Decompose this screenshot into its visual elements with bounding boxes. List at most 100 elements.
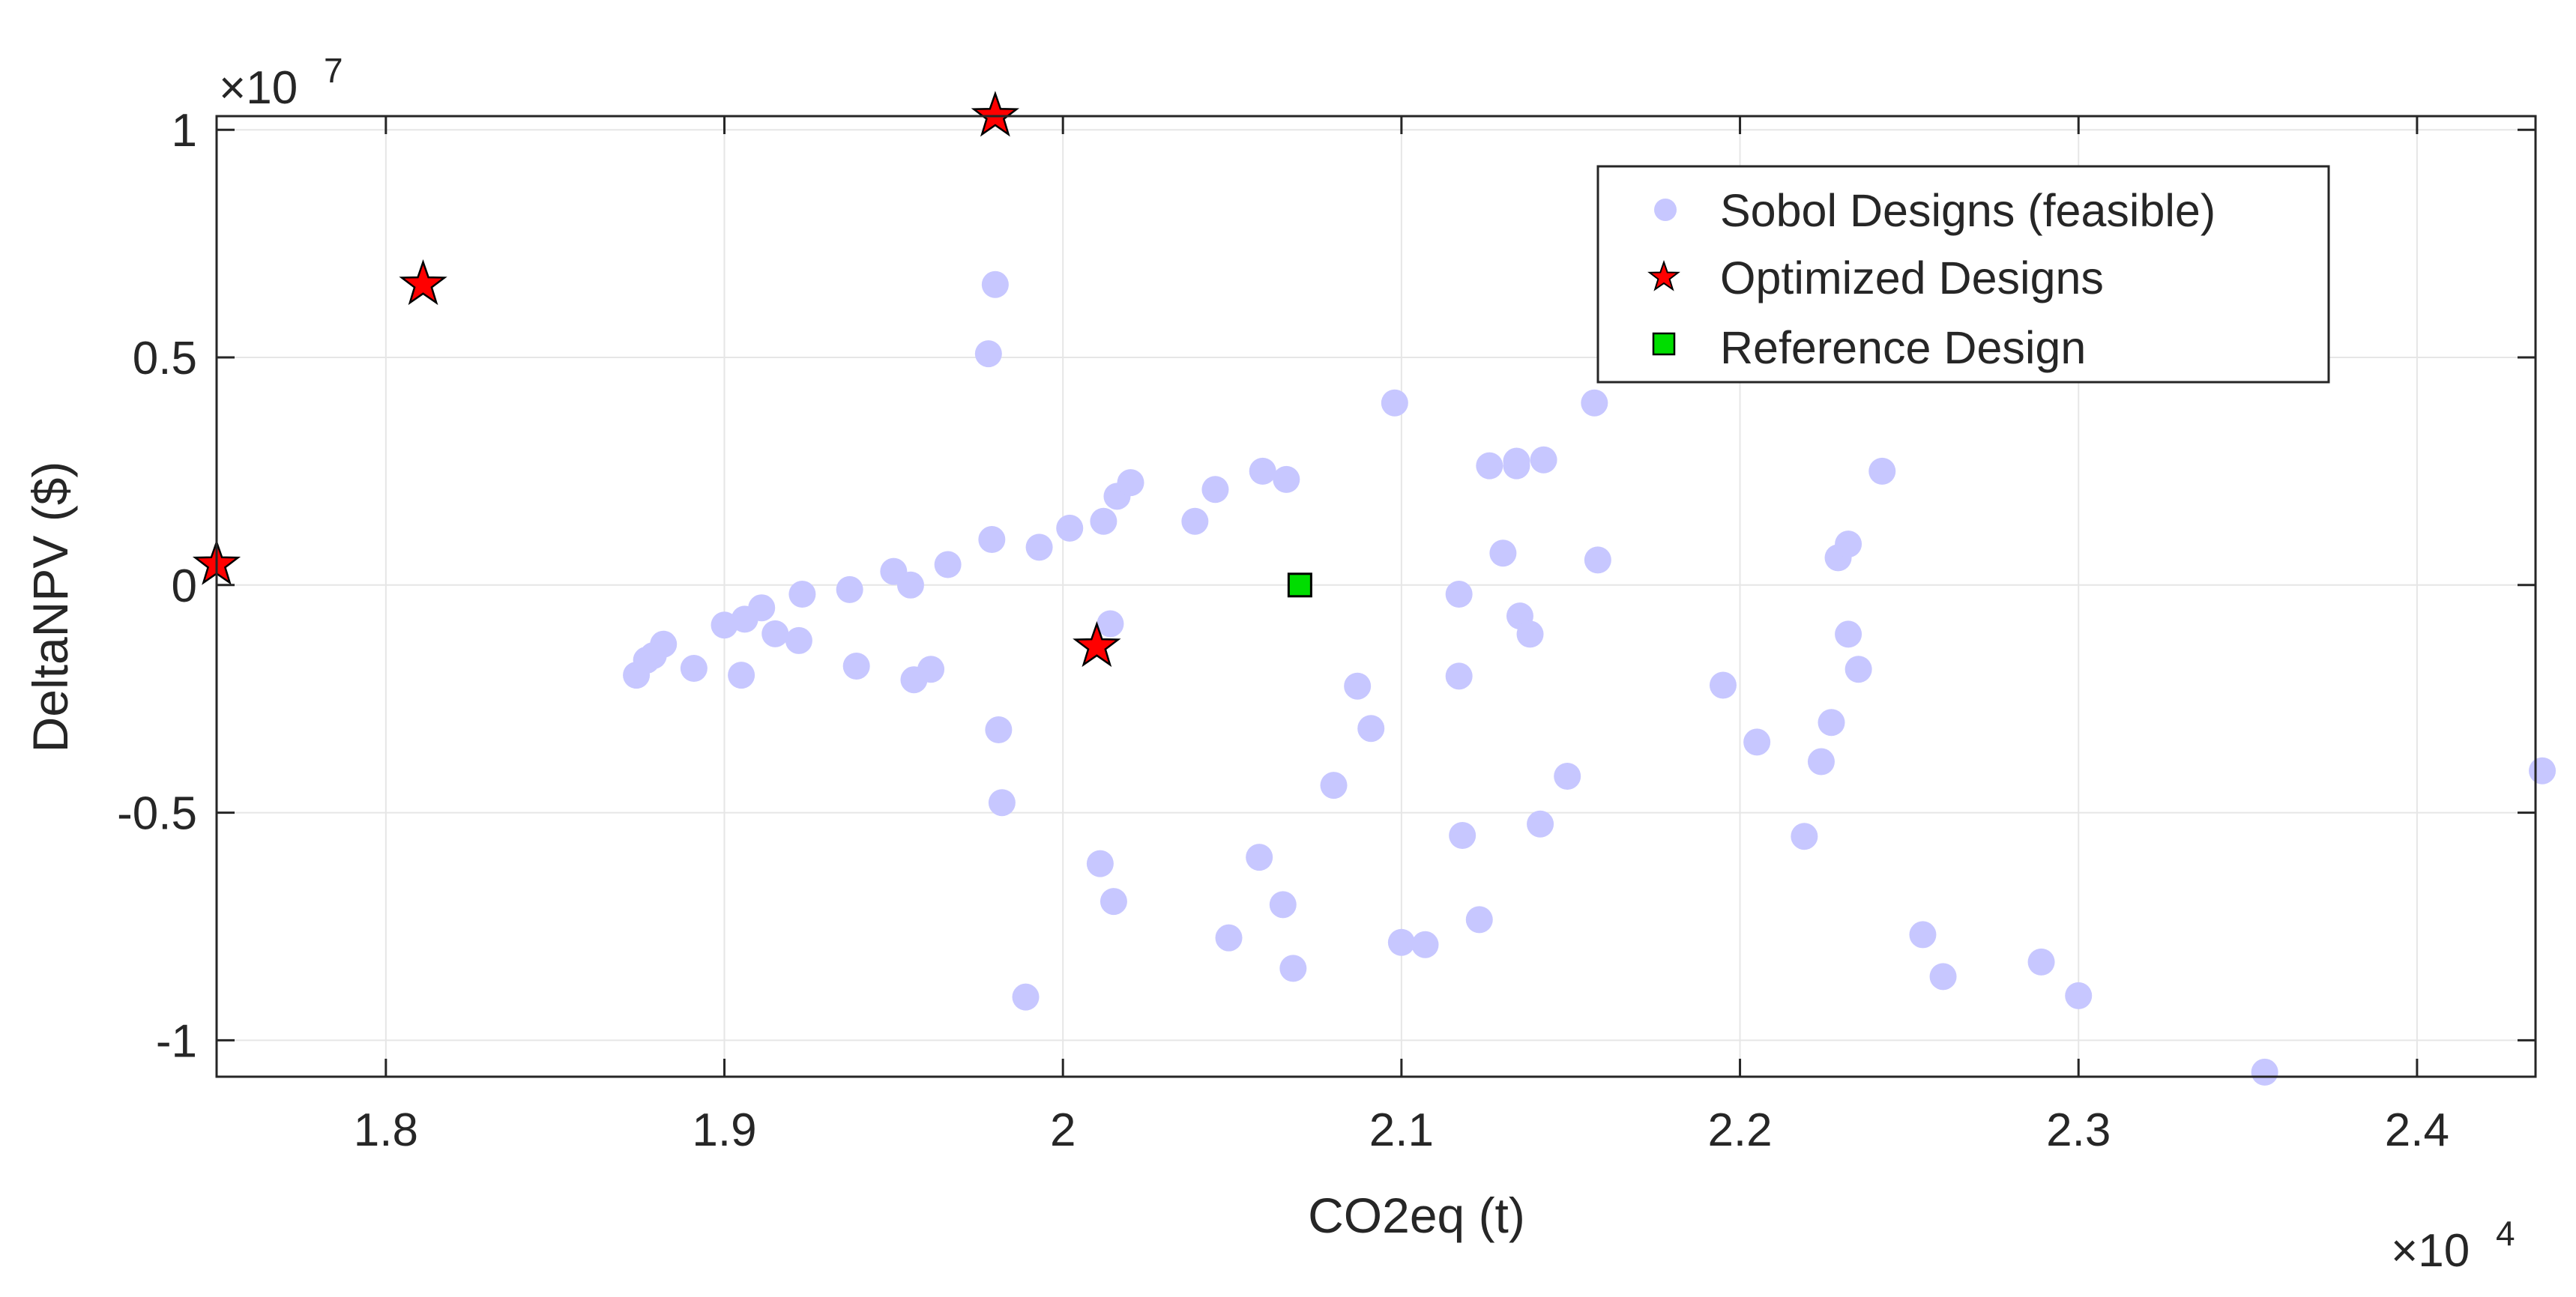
sobol-point xyxy=(1381,389,1408,417)
sobol-point xyxy=(1279,955,1307,982)
legend-marker-sobol xyxy=(1654,199,1677,221)
sobol-point xyxy=(1086,850,1114,877)
sobol-point xyxy=(1097,610,1124,638)
sobol-point xyxy=(1320,772,1348,799)
sobol-point xyxy=(1357,715,1385,743)
reference-series xyxy=(1287,572,1312,598)
sobol-point xyxy=(1411,931,1439,958)
sobol-point xyxy=(788,580,816,608)
x-tick-label: 1.8 xyxy=(354,1104,418,1156)
sobol-point xyxy=(1025,533,1053,561)
y-multiplier-base: ×10 xyxy=(219,62,298,114)
y-tick-label: -1 xyxy=(156,1015,197,1067)
optimized-point xyxy=(399,259,447,306)
sobol-point xyxy=(1344,672,1372,700)
sobol-point xyxy=(650,630,678,658)
sobol-point xyxy=(934,551,962,578)
sobol-point xyxy=(1743,728,1771,756)
legend-label-sobol: Sobol Designs (feasible) xyxy=(1720,185,2215,236)
sobol-point xyxy=(1249,457,1276,485)
sobol-point xyxy=(1489,539,1517,567)
sobol-series xyxy=(623,270,2557,1086)
legend-label-optimized: Optimized Designs xyxy=(1720,253,2104,303)
sobol-point xyxy=(985,716,1013,744)
sobol-point xyxy=(1909,921,1937,949)
plot-area-border xyxy=(215,115,2537,1078)
sobol-point xyxy=(2251,1058,2278,1086)
sobol-point xyxy=(785,626,812,654)
sobol-point xyxy=(896,571,924,599)
legend-box xyxy=(1596,165,2330,384)
legend: Sobol Designs (feasible) Optimized Desig… xyxy=(1596,165,2330,384)
sobol-point xyxy=(1807,748,1835,776)
sobol-point xyxy=(1868,457,1896,485)
sobol-point xyxy=(1181,507,1209,535)
sobol-point xyxy=(1530,446,1557,474)
y-tick-label: 1 xyxy=(172,105,197,157)
sobol-point xyxy=(1818,709,1845,737)
sobol-point xyxy=(2065,982,2093,1009)
sobol-point xyxy=(981,270,1009,298)
sobol-point xyxy=(1844,656,1872,683)
sobol-point xyxy=(1516,620,1544,648)
sobol-point xyxy=(761,620,789,647)
x-tick-labels: 1.8 1.9 2 2.1 2.2 2.3 2.4 xyxy=(354,1104,2449,1156)
sobol-point xyxy=(2529,757,2557,784)
sobol-point xyxy=(974,340,1002,368)
x-tick-label: 2.1 xyxy=(1369,1104,1434,1156)
y-multiplier: ×10 7 xyxy=(219,51,343,114)
axis-ticks xyxy=(217,116,2536,1077)
sobol-point xyxy=(1100,888,1127,916)
legend-marker-reference xyxy=(1652,332,1676,356)
sobol-point xyxy=(1449,821,1476,849)
x-multiplier-base: ×10 xyxy=(2391,1225,2470,1277)
sobol-point xyxy=(1273,465,1300,493)
sobol-point xyxy=(917,656,945,683)
sobol-point xyxy=(978,526,1006,554)
sobol-point xyxy=(1554,762,1581,790)
y-tick-label: 0 xyxy=(172,560,197,612)
sobol-point xyxy=(842,652,870,680)
sobol-point xyxy=(1056,514,1084,542)
optimized-point xyxy=(1073,620,1121,668)
sobol-point xyxy=(2027,948,2055,976)
sobol-point xyxy=(1012,983,1040,1011)
x-tick-label: 2.2 xyxy=(1707,1104,1772,1156)
sobol-point xyxy=(680,654,708,682)
x-tick-label: 2.3 xyxy=(2046,1104,2111,1156)
y-axis-label: DeltaNPV ($) xyxy=(22,462,78,753)
sobol-point xyxy=(1387,928,1415,956)
y-tick-label: -0.5 xyxy=(117,788,197,840)
x-tick-label: 2.4 xyxy=(2385,1104,2449,1156)
optimized-point xyxy=(971,91,1020,137)
sobol-point xyxy=(1269,891,1297,919)
sobol-point xyxy=(1527,810,1554,838)
sobol-point xyxy=(1465,906,1493,934)
sobol-point xyxy=(1117,469,1144,497)
sobol-point xyxy=(1929,963,1957,991)
y-multiplier-exponent: 7 xyxy=(324,51,343,90)
y-tick-label: 0.5 xyxy=(133,333,197,384)
sobol-point xyxy=(1581,389,1608,417)
sobol-point xyxy=(1201,476,1229,504)
sobol-point xyxy=(988,789,1016,817)
x-axis-label: CO2eq (t) xyxy=(1308,1188,1525,1243)
x-tick-label: 2 xyxy=(1050,1104,1076,1156)
sobol-point xyxy=(1445,580,1473,608)
sobol-point xyxy=(1503,447,1530,475)
sobol-point xyxy=(1476,452,1503,480)
sobol-point xyxy=(748,594,776,622)
sobol-point xyxy=(1709,671,1737,699)
reference-point xyxy=(1287,572,1312,598)
sobol-point xyxy=(1791,823,1818,850)
sobol-point xyxy=(728,662,755,689)
sobol-point xyxy=(711,611,738,639)
sobol-point xyxy=(1835,530,1862,558)
legend-label-reference: Reference Design xyxy=(1720,322,2086,373)
optimized-series xyxy=(192,91,1121,668)
sobol-point xyxy=(1215,924,1243,952)
x-multiplier-exponent: 4 xyxy=(2496,1214,2515,1253)
sobol-point xyxy=(1835,620,1862,648)
sobol-point xyxy=(1584,546,1611,574)
